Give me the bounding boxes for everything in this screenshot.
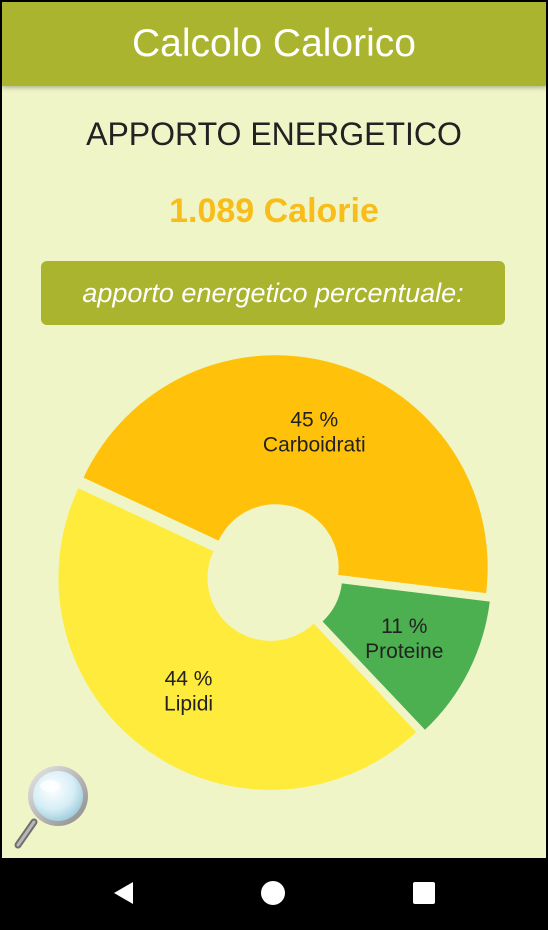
nav-recents-button[interactable]: [395, 860, 455, 925]
app-bar: Calcolo Calorico: [2, 2, 546, 86]
recents-square-icon: [413, 882, 435, 904]
nav-back-button[interactable]: [93, 860, 153, 925]
slice-percent-label: 11 %: [381, 615, 427, 638]
slice-category-label: Lipidi: [164, 692, 213, 715]
system-nav-bar: [0, 860, 548, 925]
zoom-button[interactable]: [12, 760, 96, 854]
slice-category-label: Proteine: [365, 640, 443, 663]
back-triangle-icon: [114, 882, 133, 904]
app-screen: Calcolo Calorico APPORTO ENERGETICO 1.08…: [2, 2, 546, 858]
energy-donut-chart: 45 %Carboidrati 11 %Proteine 44 %Lipidi: [58, 355, 490, 790]
nav-home-button[interactable]: [244, 860, 304, 925]
page-heading: APPORTO ENERGETICO: [86, 116, 462, 152]
calories-value: 1.089 Calorie: [169, 192, 379, 230]
app-title: Calcolo Calorico: [132, 22, 416, 65]
percentual-energy-button[interactable]: apporto energetico percentuale:: [41, 261, 505, 325]
slice-percent-label: 44 %: [165, 667, 213, 690]
magnifier-icon: [14, 766, 88, 849]
slice-lipidi[interactable]: [58, 488, 417, 790]
home-circle-icon: [261, 881, 285, 905]
slice-proteine[interactable]: [322, 583, 490, 730]
slice-percent-label: 45 %: [290, 409, 338, 432]
slice-category-label: Carboidrati: [263, 434, 366, 457]
slice-carboidrati[interactable]: [83, 355, 488, 594]
